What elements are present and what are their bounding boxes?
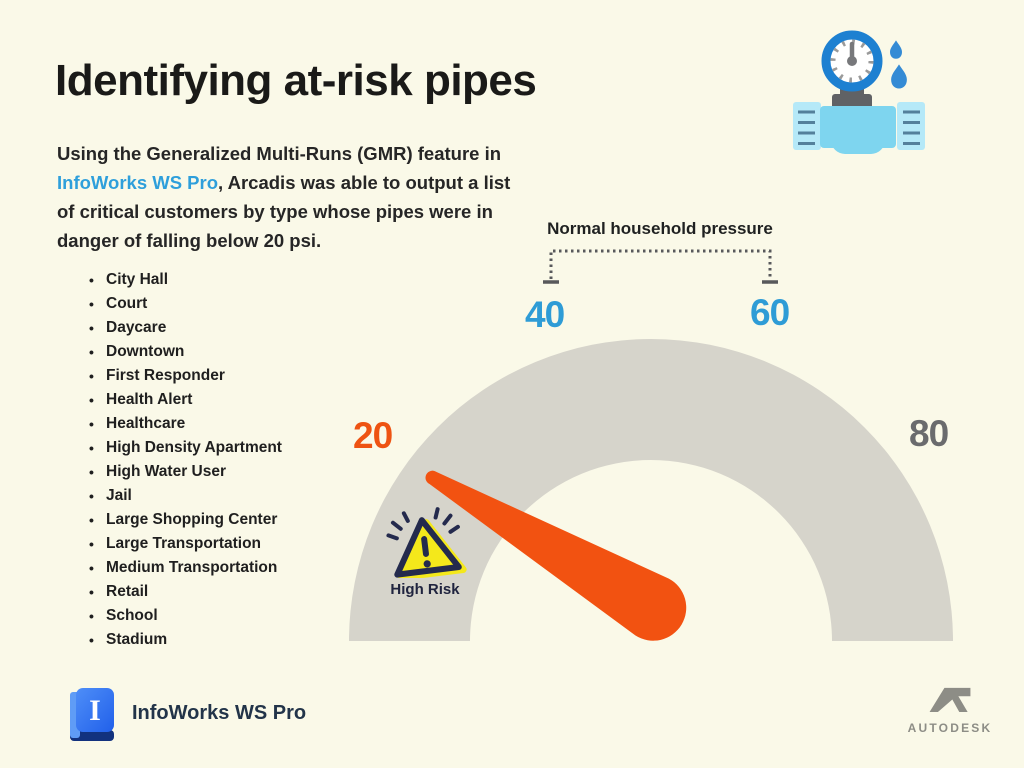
pipe-end-right — [897, 102, 925, 150]
page-title: Identifying at-risk pipes — [55, 56, 537, 105]
warning-exclamation-bar — [421, 536, 429, 557]
list-item: Large Transportation — [89, 532, 282, 556]
high-risk-label: High Risk — [390, 581, 460, 598]
gauge-tick-40: 40 — [525, 294, 565, 335]
gauge-tick-60: 60 — [750, 292, 790, 333]
intro-paragraph: Using the Generalized Multi-Runs (GMR) f… — [57, 139, 519, 255]
list-item: High Water User — [89, 460, 282, 484]
list-item: Retail — [89, 580, 282, 604]
warning-exclamation-dot — [423, 560, 431, 568]
warning-alert-rays — [386, 507, 460, 541]
normal-pressure-label: Normal household pressure — [547, 219, 773, 238]
list-item: Downtown — [89, 340, 282, 364]
warning-triangle-outline — [394, 517, 462, 578]
water-meter-icon — [793, 30, 925, 154]
product-name: InfoWorks WS Pro — [132, 701, 307, 724]
infoworks-link: InfoWorks WS Pro — [57, 172, 219, 193]
warning-triangle-icon — [386, 507, 467, 578]
pipe-end-left — [793, 102, 821, 150]
pipe-thread-lines — [798, 110, 920, 145]
gauge-tick-80: 80 — [909, 413, 949, 454]
dial-tick-marks — [830, 39, 874, 83]
list-item: Daycare — [89, 316, 282, 340]
water-drops-icon — [890, 40, 907, 89]
list-item: Jail — [89, 484, 282, 508]
list-item: Court — [89, 292, 282, 316]
list-item: Medium Transportation — [89, 556, 282, 580]
list-item: High Density Apartment — [89, 436, 282, 460]
list-item: First Responder — [89, 364, 282, 388]
infoworks-logo-icon: I — [70, 688, 114, 741]
infoworks-logo: I InfoWorks WS Pro — [62, 684, 306, 742]
list-item: Health Alert — [89, 388, 282, 412]
list-item: City Hall — [89, 268, 282, 292]
brand-name: AUTODESK — [907, 721, 993, 735]
autodesk-logo-icon — [929, 687, 971, 712]
pipe-body-bulge — [831, 110, 885, 154]
gauge-tick-20: 20 — [353, 415, 393, 456]
list-item: Healthcare — [89, 412, 282, 436]
autodesk-logo: AUTODESK — [895, 686, 1005, 735]
list-item: Large Shopping Center — [89, 508, 282, 532]
intro-text-after: , Arcadis was able to output a list of c… — [57, 172, 511, 251]
logo-face — [76, 688, 114, 732]
intro-text-before: Using the Generalized Multi-Runs (GMR) f… — [57, 143, 502, 164]
logo-letter-i: I — [89, 694, 101, 727]
list-item: Stadium — [89, 628, 282, 652]
meter-collar — [832, 94, 872, 109]
dial-hub — [847, 56, 857, 66]
critical-customer-list: City Hall Court Daycare Downtown First R… — [89, 268, 282, 652]
logo-spine — [70, 730, 114, 741]
list-item: School — [89, 604, 282, 628]
autodesk-mark — [929, 687, 971, 712]
normal-range-bracket — [549, 249, 772, 279]
